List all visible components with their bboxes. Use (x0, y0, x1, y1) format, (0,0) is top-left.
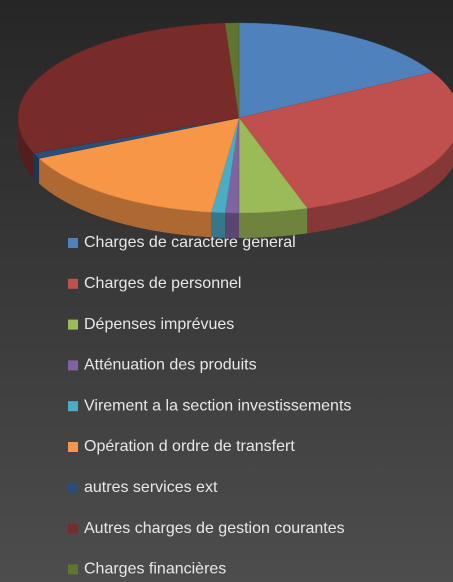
pie-side (39, 158, 212, 238)
legend-swatch (68, 401, 78, 412)
legend-swatch (68, 482, 78, 493)
legend-label: autres services ext (84, 479, 218, 496)
legend-label: Opération d ordre de transfert (84, 438, 295, 455)
pie-side (225, 212, 239, 238)
legend-label: Charges de personnel (84, 275, 241, 292)
pie-slice (224, 22, 240, 119)
pie-side (239, 208, 308, 238)
pie-slice (238, 71, 453, 209)
legend-label: Autres charges de gestion courantes (84, 520, 345, 537)
legend-swatch (68, 319, 78, 330)
legend-swatch (68, 360, 78, 371)
pie-side (33, 152, 40, 184)
legend-swatch (68, 278, 78, 289)
pie-slice (17, 22, 240, 154)
pie-side (18, 118, 34, 178)
legend-label: Atténuation des produits (84, 357, 257, 374)
legend-label: Dépenses imprévues (84, 316, 234, 333)
legend-swatch (68, 564, 78, 575)
pie-side (307, 141, 453, 234)
pie-slice (238, 22, 434, 119)
legend-label: Virement a la section investissements (84, 397, 351, 414)
legend-swatch (68, 442, 78, 452)
legend-label: Charges de caractere general (84, 234, 296, 251)
pie-side (211, 212, 226, 238)
pie-slice (38, 117, 240, 213)
legend-swatch (68, 523, 78, 534)
legend-label: Charges financières (84, 561, 226, 578)
legend-swatch (68, 238, 78, 248)
